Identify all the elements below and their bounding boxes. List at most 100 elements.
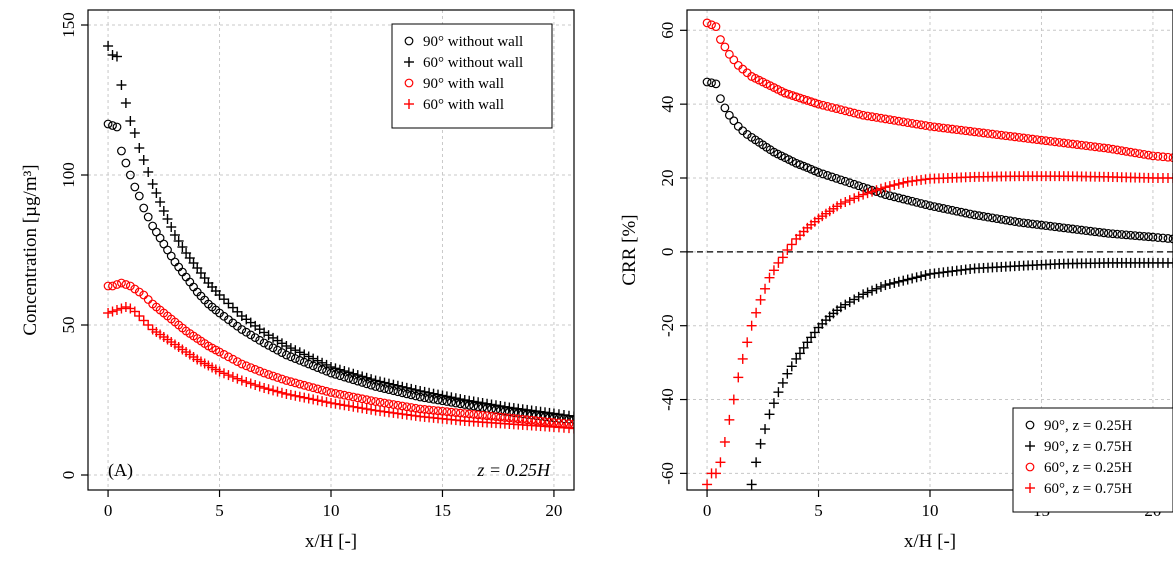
series-1-point-76 [428,388,439,399]
series-3-point-37 [858,189,869,200]
panel-annotation: z = 0.25H [476,460,551,480]
series-1-point-33 [884,278,895,289]
legend-box [1012,407,1173,513]
series-3-point-17 [777,252,788,263]
y-tick-label-5: 40 [658,96,677,113]
series-3-point-52 [321,397,332,408]
series-1-point-88 [482,398,493,409]
series-3-point-35 [245,378,256,389]
series-0-point-104 [1153,233,1163,242]
series-2-point-50 [313,384,323,394]
series-2-point-70 [1001,131,1011,141]
series-0-point-85 [1068,224,1078,234]
series-2-point-54 [331,389,340,398]
series-0-point-91 [1095,227,1104,237]
series-1-point-49 [308,353,319,364]
series-0-point-54 [930,202,939,212]
series-3-point-40 [871,185,882,196]
series-0-point-46 [295,356,305,365]
series-1-point-59 [352,370,363,381]
x-tick-label-0: 0 [104,501,113,520]
legend: 90° without wall 60° without wall 90° with… [391,23,553,129]
series-0-point-3 [117,146,126,156]
series-2-point-86 [1072,140,1082,149]
series-2-point-99 [1130,148,1140,158]
series-0-point-8 [139,203,149,213]
series-0-point-60 [956,207,966,217]
legend-box [391,23,553,129]
series-3-point-31 [227,371,238,382]
series-3-point-54 [330,398,341,409]
series-2-point-59 [353,393,363,403]
series-2-point-44 [286,377,296,387]
series-0-point-33 [836,175,846,185]
y-tick-label-6: 60 [658,22,677,39]
series-3-point-34 [241,377,252,387]
series-1-point-2 [755,438,766,449]
series-0-point-2 [711,79,721,89]
series-2-point-59 [952,125,962,135]
series-3-point-44 [889,180,900,191]
series-1-point-2 [111,51,122,62]
series-2-point-105 [1158,152,1168,162]
y-tick-label-3: 150 [59,12,78,38]
series-0-point-4 [720,103,730,113]
series-0-point-4 [121,158,131,168]
series-0-point-84 [1063,223,1073,233]
series-2-point-0 [702,18,712,28]
series-3-point-43 [281,389,292,399]
series-1-point-31 [227,302,238,313]
series-0-point-56 [938,204,948,213]
legend-label-0: 90° without wall [423,34,523,50]
series-2-point-46 [894,116,904,126]
series-1-point-52 [321,359,332,370]
series-2-point-33 [237,359,247,369]
series-2-point-72 [1010,132,1020,142]
series-3-point-3 [116,303,127,314]
series-2-point-58 [947,124,957,134]
series-2-point-45 [290,378,300,388]
series-3-point-15 [768,265,779,276]
series-0-point-95 [1112,229,1122,239]
series-1-point-48 [303,351,314,362]
series-3-point-2 [111,305,122,315]
series-0-point-44 [286,352,296,362]
series-1-point-69 [397,381,408,392]
series-0-point-1 [707,78,716,88]
series-1-point-3 [760,424,771,435]
series-0-point-1 [108,121,117,130]
series-0-point-99 [1130,231,1140,241]
series-0-point-32 [831,173,841,183]
series-2-point-64 [375,397,385,407]
series-2-point-43 [881,114,890,124]
series-3-point-35 [849,193,860,204]
series-3-point-3 [715,457,726,468]
series-3-point-39 [867,186,878,197]
series-2-point-38 [259,368,269,378]
series-0-point-35 [246,330,256,340]
series-1-point-30 [223,298,234,309]
series-3-point-29 [218,368,229,379]
series-2-point-77 [1032,135,1042,145]
series-2-point-68 [992,130,1002,140]
series-1-point-1 [751,457,762,468]
series-1-point-18 [177,242,188,252]
series-2-point-32 [831,104,841,113]
series-0-point-86 [1072,225,1082,234]
series-2-point-40 [867,112,877,122]
series-2-point-61 [961,126,971,136]
series-1-point-16 [169,230,180,240]
series-2 [702,18,1173,163]
series-2-point-60 [956,125,966,135]
series-0-point-101 [1139,231,1149,241]
series-0-point-98 [1126,230,1136,240]
series-0-point-6 [130,182,140,192]
series-1-point-12 [155,197,166,207]
y-axis-label: Concentration [µg/m³] [20,164,41,335]
x-axis-label: x/H [-] [904,531,956,552]
series-0-point-47 [299,357,309,367]
series-1-point-63 [370,375,381,386]
series-2-point-96 [1117,146,1127,156]
series-2-point-76 [1028,134,1037,144]
